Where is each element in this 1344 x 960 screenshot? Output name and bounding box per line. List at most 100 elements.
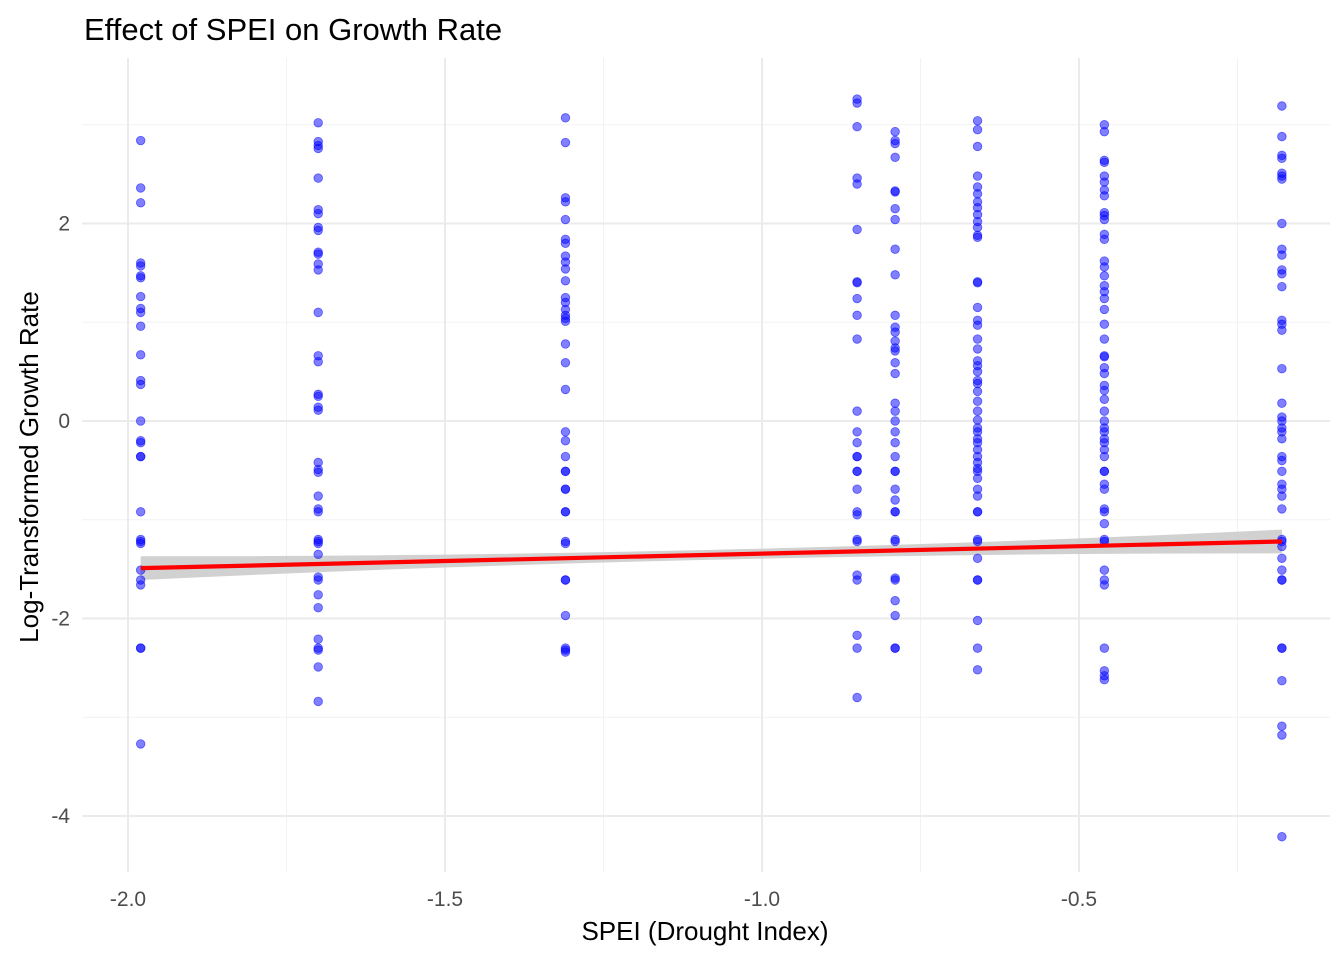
data-point (560, 484, 571, 494)
data-point (890, 438, 900, 448)
data-point (1277, 553, 1287, 563)
data-point (135, 350, 146, 360)
data-point (1277, 101, 1287, 111)
data-point (972, 406, 983, 416)
data-point (135, 643, 146, 653)
data-point (1277, 466, 1287, 477)
data-point (972, 643, 983, 653)
data-point (1099, 394, 1110, 404)
data-point (135, 273, 146, 283)
data-point (852, 510, 862, 520)
data-point (852, 643, 862, 653)
data-point (560, 197, 571, 207)
data-point (1099, 507, 1110, 517)
data-point (972, 575, 983, 585)
data-point (1277, 325, 1287, 335)
data-point (1099, 304, 1110, 315)
data-point (890, 244, 900, 254)
y-tick-label: 2 (58, 213, 70, 236)
data-point (972, 222, 983, 233)
data-point (560, 538, 571, 549)
data-point (1099, 451, 1110, 462)
data-point (1099, 271, 1110, 281)
data-point (1277, 218, 1287, 229)
data-point (560, 610, 571, 621)
data-point (135, 379, 146, 390)
data-point (1277, 363, 1287, 374)
data-point (560, 316, 571, 326)
data-point (560, 214, 571, 225)
data-point (1277, 643, 1287, 653)
data-point (313, 590, 323, 600)
data-point (1277, 832, 1287, 842)
data-point (852, 427, 862, 437)
data-point (1277, 504, 1287, 514)
data-point (135, 416, 146, 426)
scatter-points (135, 94, 1287, 842)
data-point (972, 232, 983, 243)
data-point (1099, 234, 1110, 245)
data-point (1277, 730, 1287, 740)
data-point (560, 466, 571, 477)
data-point (1277, 491, 1287, 501)
data-point (1099, 368, 1110, 379)
data-point (890, 575, 900, 585)
regression-line (140, 539, 1282, 571)
data-point (560, 427, 571, 437)
y-tick-label: -2 (51, 608, 70, 631)
data-point (890, 466, 900, 477)
data-point (972, 553, 983, 563)
data-point (972, 334, 983, 344)
data-point (852, 536, 862, 547)
data-point (852, 406, 862, 416)
data-point (1277, 455, 1287, 466)
data-point (1277, 269, 1287, 279)
data-point (560, 339, 571, 349)
data-point (890, 358, 900, 368)
data-point (852, 224, 862, 235)
data-point (1099, 214, 1110, 225)
data-point (560, 436, 571, 446)
data-point (1099, 126, 1110, 137)
data-point (890, 187, 900, 197)
data-point (852, 98, 862, 108)
data-point (135, 307, 146, 318)
data-point (972, 615, 983, 626)
x-tick-label: -1.5 (427, 888, 463, 911)
data-point (852, 630, 862, 640)
data-point (1099, 262, 1110, 272)
data-point (313, 696, 323, 707)
data-point (1277, 282, 1287, 292)
data-point (1099, 293, 1110, 304)
data-point (1099, 157, 1110, 167)
data-point (972, 507, 983, 517)
y-tick-label: -4 (51, 805, 70, 828)
data-point (313, 507, 323, 517)
data-point (890, 327, 900, 337)
data-point (560, 507, 571, 517)
data-point (313, 249, 323, 259)
data-point (972, 386, 983, 397)
data-point (852, 334, 862, 344)
data-point (1099, 334, 1110, 344)
data-point (1099, 565, 1110, 575)
data-point (135, 183, 146, 193)
y-axis-title: Log-Transformed Growth Rate (14, 291, 44, 643)
data-point (1099, 466, 1110, 477)
data-point (972, 344, 983, 354)
data-point (313, 662, 323, 672)
data-point (135, 739, 146, 749)
data-point (313, 575, 323, 585)
data-point (890, 495, 900, 505)
data-point (972, 302, 983, 313)
data-point (890, 507, 900, 517)
data-point (972, 378, 983, 389)
x-tick-label: -0.5 (1061, 888, 1097, 911)
data-point (560, 575, 571, 585)
data-point (313, 208, 323, 219)
data-point (852, 310, 862, 321)
data-point (890, 610, 900, 621)
data-point (890, 368, 900, 379)
data-point (852, 122, 862, 132)
